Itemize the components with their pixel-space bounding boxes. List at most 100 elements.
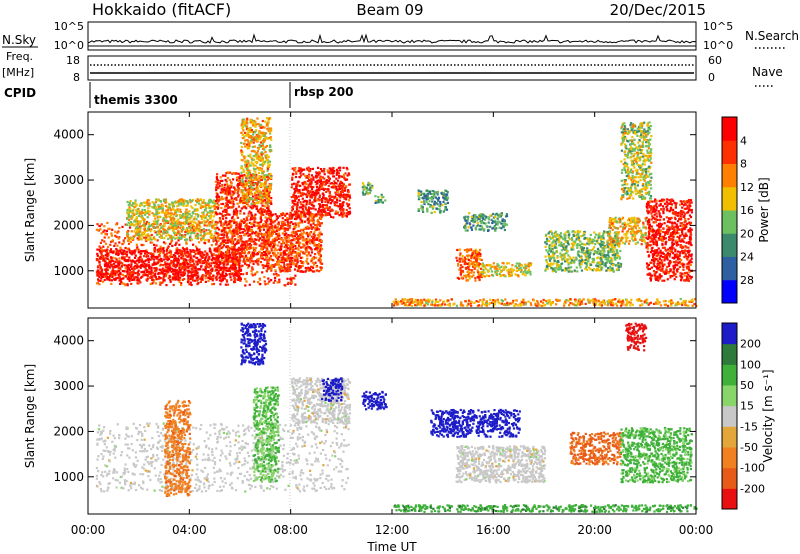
scatter-cell (223, 227, 226, 230)
scatter-cell (130, 250, 133, 253)
scatter-cell (235, 271, 238, 274)
scatter-cell (175, 227, 178, 230)
scatter-cell (158, 260, 161, 264)
scatter-cell (161, 207, 164, 210)
scatter-cell (259, 216, 262, 219)
scatter-cell (229, 256, 232, 259)
scatter-cell (155, 278, 158, 281)
scatter-cell (281, 232, 284, 235)
scatter-cell (178, 278, 182, 282)
scatter-cell (297, 237, 301, 241)
scatter-cell (266, 187, 269, 190)
scatter-cell (121, 277, 124, 280)
scatter-cell (266, 166, 269, 169)
scatter-cell (282, 254, 285, 257)
scatter-cell (215, 254, 218, 257)
scatter-cell (218, 233, 221, 236)
scatter-cell (224, 229, 227, 232)
scatter-cell (129, 208, 132, 211)
scatter-cell (199, 231, 202, 234)
scatter-cell (132, 278, 136, 281)
scatter-cell (286, 277, 289, 280)
scatter-cell (97, 271, 100, 274)
scatter-cell (100, 254, 103, 257)
scatter-cell (238, 240, 241, 243)
scatter-cell (308, 226, 311, 229)
scatter-cell (226, 283, 229, 286)
scatter-cell (163, 255, 166, 258)
scatter-cell (317, 166, 320, 169)
scatter-cell (310, 239, 313, 242)
scatter-cell (144, 234, 148, 237)
scatter-cell (303, 182, 306, 185)
scatter-cell (245, 227, 248, 230)
scatter-cell (295, 230, 298, 234)
scatter-cell (256, 238, 259, 241)
scatter-cell (318, 235, 321, 238)
scatter-cell (265, 185, 268, 188)
scatter-cell (287, 281, 290, 284)
scatter-cell (315, 245, 318, 248)
scatter-cell (143, 219, 146, 222)
scatter-cell (98, 283, 101, 286)
scatter-cell (219, 179, 222, 183)
scatter-cell (153, 267, 156, 270)
scatter-cell (156, 233, 159, 236)
scatter-cell (288, 250, 292, 253)
scatter-cell (340, 184, 343, 187)
scatter-cell (106, 248, 109, 251)
scatter-cell (268, 149, 271, 152)
scatter-cell (334, 212, 337, 215)
scatter-cell (289, 277, 292, 281)
scatter-cell (196, 260, 199, 263)
scatter-cell (147, 252, 150, 255)
scatter-cell (250, 225, 253, 228)
scatter-cell (296, 229, 300, 233)
scatter-cell (141, 215, 144, 218)
scatter-cell (189, 250, 192, 253)
scatter-cell (226, 238, 229, 241)
scatter-cell (175, 259, 178, 262)
scatter-cell (178, 236, 181, 239)
scatter-cell (217, 270, 220, 273)
scatter-cell (177, 223, 180, 226)
scatter-cell (155, 211, 158, 214)
scatter-cell (293, 255, 296, 258)
scatter-cell (164, 214, 167, 217)
scatter-cell (172, 217, 175, 220)
scatter-cell (95, 270, 98, 274)
scatter-cell (208, 201, 211, 204)
scatter-cell (254, 187, 258, 190)
scatter-cell (282, 261, 285, 264)
scatter-cell (306, 176, 309, 179)
scatter-cell (297, 225, 300, 228)
scatter-cell (146, 201, 149, 204)
scatter-cell (221, 252, 224, 255)
scatter-cell (246, 228, 249, 231)
scatter-cell (98, 248, 101, 251)
scatter-cell (281, 267, 284, 270)
scatter-cell (343, 194, 346, 197)
scatter-cell (152, 237, 155, 240)
scatter-cell (134, 276, 137, 279)
scatter-cell (184, 215, 187, 218)
scatter-cell (307, 240, 310, 243)
scatter-cell (208, 223, 211, 226)
scatter-cell (215, 247, 218, 250)
scatter-cell (233, 197, 236, 200)
scatter-cell (96, 254, 99, 257)
scatter-cell (167, 233, 170, 237)
scatter-cell (242, 168, 245, 171)
scatter-cell (289, 221, 292, 224)
scatter-cell (180, 283, 183, 287)
scatter-cell (177, 200, 180, 203)
scatter-cell (336, 197, 339, 200)
scatter-cell (158, 228, 161, 231)
scatter-cell (270, 249, 273, 252)
scatter-cell (320, 233, 323, 236)
scatter-cell (262, 189, 265, 192)
scatter-cell (229, 192, 232, 195)
scatter-cell (292, 243, 295, 246)
scatter-cell (265, 117, 269, 120)
scatter-cell (189, 238, 192, 241)
